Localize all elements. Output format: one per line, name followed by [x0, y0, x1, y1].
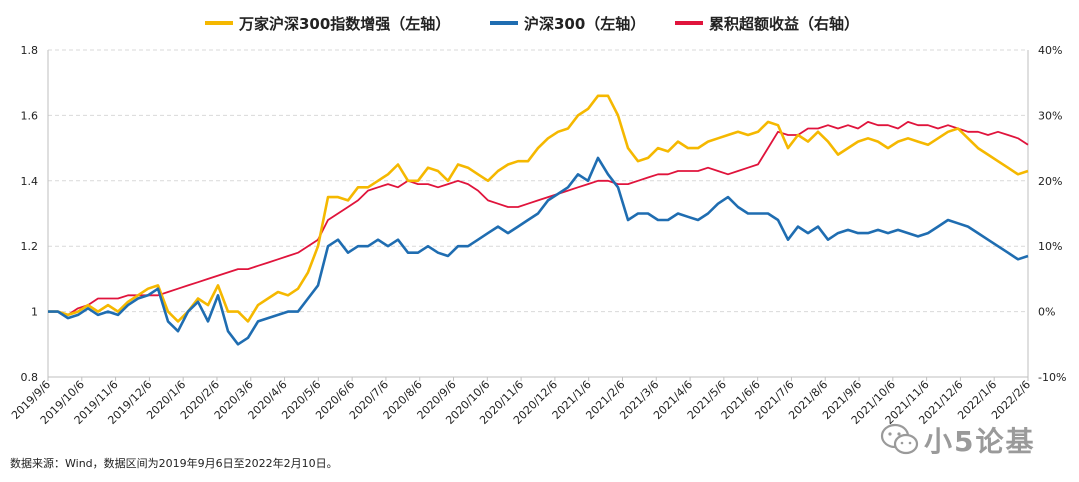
series-line-1	[48, 156, 1029, 346]
left-tick-label: 1.6	[21, 109, 39, 122]
watermark: 小5论基	[880, 420, 1035, 460]
legend-item-excess: 累积超额收益（右轴）	[675, 10, 859, 36]
legend-swatch-excess	[675, 21, 703, 25]
left-tick-label: 1.2	[21, 240, 39, 253]
right-tick-label: 20%	[1038, 175, 1062, 188]
left-tick-label: 0.8	[21, 371, 39, 384]
left-axis: 0.8 1 1.2 1.4 1.6 1.8	[21, 44, 49, 384]
legend-label-excess: 累积超额收益（右轴）	[709, 14, 860, 33]
left-tick-label: 1	[31, 306, 38, 319]
series-line-0	[48, 94, 1029, 323]
series-line-2	[48, 121, 1029, 316]
watermark-text: 小5论基	[924, 425, 1036, 458]
series-lines	[48, 94, 1029, 346]
right-tick-label: 30%	[1038, 109, 1062, 122]
left-tick-label: 1.4	[21, 175, 39, 188]
legend-label-csi300: 沪深300（左轴）	[524, 14, 646, 33]
legend-item-wanjia: 万家沪深300指数增强（左轴）	[205, 10, 450, 36]
left-tick-label: 1.8	[21, 44, 39, 57]
right-tick-label: 40%	[1038, 44, 1062, 57]
right-tick-label: 10%	[1038, 240, 1062, 253]
right-tick-label: 0%	[1038, 306, 1055, 319]
source-note: 数据来源：Wind，数据区间为2019年9月6日至2022年2月10日。	[10, 457, 338, 470]
legend-item-csi300: 沪深300（左轴）	[490, 10, 645, 36]
legend-label-wanjia: 万家沪深300指数增强（左轴）	[239, 14, 451, 33]
right-axis: -10% 0% 10% 20% 30% 40%	[1027, 44, 1066, 384]
legend-swatch-csi300	[490, 21, 518, 25]
legend: 万家沪深300指数增强（左轴） 沪深300（左轴） 累积超额收益（右轴）	[0, 10, 1079, 36]
wechat-icon	[880, 423, 919, 455]
legend-swatch-wanjia	[205, 21, 233, 25]
right-tick-label: -10%	[1038, 371, 1066, 384]
